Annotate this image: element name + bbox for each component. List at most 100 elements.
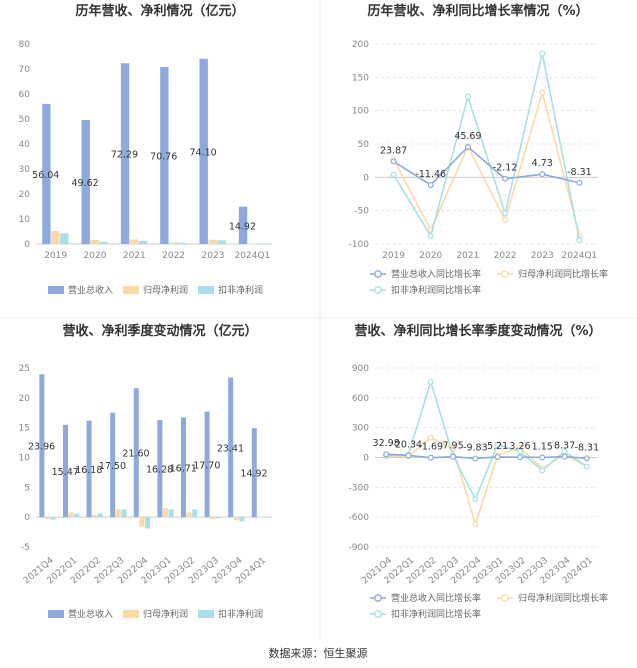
quarterly-revenue-profit-chart-legend-swatch xyxy=(123,610,139,618)
annual-revenue-profit-chart-bar-net-profit xyxy=(51,231,60,244)
annual-growth-rate-chart: 历年营收、净利同比增长率情况（%） -100 -50 0 50 100 150 200 2019… xyxy=(349,3,608,296)
quarterly-growth-rate-chart-point xyxy=(472,521,479,528)
annual-growth-rate-chart-x-tick-label: 2019 xyxy=(382,251,405,261)
quarterly-revenue-profit-chart-bar-net-profit xyxy=(257,516,263,518)
annual-growth-rate-chart-data-label: 45.69 xyxy=(454,131,481,142)
quarterly-revenue-profit-chart-bar-revenue xyxy=(86,420,92,518)
annual-revenue-profit-chart-y-tick-label: 20 xyxy=(19,190,31,200)
quarterly-revenue-profit-chart: 营收、净利季度变动情况（亿元）-505101520252021Q42022Q12… xyxy=(19,323,272,620)
quarterly-growth-rate-chart-point xyxy=(472,455,479,462)
quarterly-growth-rate-chart-data-label: 8.37 xyxy=(554,441,575,452)
quarterly-growth-rate-chart-title: 营收、净利同比增长率季度变动情况（%） xyxy=(354,323,601,339)
quarterly-revenue-profit-chart-legend-swatch xyxy=(48,610,64,618)
annual-revenue-profit-chart-x-tick-label: 2024Q1 xyxy=(234,251,270,261)
annual-revenue-profit-chart-x-tick-label: 2023 xyxy=(202,251,225,261)
quarterly-growth-rate-chart-point xyxy=(516,454,523,461)
annual-growth-rate-chart-legend-swatch-marker xyxy=(374,270,382,278)
annual-growth-rate-chart-legend-swatch-marker xyxy=(374,286,382,294)
annual-revenue-profit-chart-data-label: 14.92 xyxy=(229,221,256,232)
quarterly-revenue-profit-chart-bar-revenue xyxy=(251,428,257,518)
quarterly-revenue-profit-chart-bar-deducted-profit xyxy=(239,517,245,522)
quarterly-growth-rate-chart: 营收、净利同比增长率季度变动情况（%） -900 -600 -300 0 300 600 90… xyxy=(349,323,608,620)
annual-growth-rate-chart-point xyxy=(539,89,546,96)
quarterly-revenue-profit-chart-y-tick-label: 5 xyxy=(24,483,30,493)
annual-revenue-profit-chart-x-tick-label: 2022 xyxy=(162,251,185,261)
annual-revenue-profit-chart: 历年营收、净利情况（亿元） 0 10 20 30 40 50 60 70 80 2019 2020 20… xyxy=(19,3,272,296)
quarterly-growth-rate-chart-point xyxy=(405,452,412,459)
annual-revenue-profit-chart-bar-revenue xyxy=(238,206,248,244)
quarterly-revenue-profit-chart-data-label: 17.50 xyxy=(99,461,126,472)
quarterly-revenue-profit-chart-bar-net-profit xyxy=(139,517,145,527)
annual-growth-rate-chart-y-tick-label: -100 xyxy=(349,240,370,250)
quarterly-growth-rate-chart-data-label: -9.83 xyxy=(463,442,488,453)
quarterly-growth-rate-chart-legend-swatch-marker xyxy=(374,594,382,602)
quarterly-growth-rate-chart-point xyxy=(450,453,457,460)
annual-growth-rate-chart-data-label: -8.31 xyxy=(567,167,592,178)
quarterly-revenue-profit-chart-data-label: 23.96 xyxy=(28,442,55,453)
quarterly-revenue-profit-chart-bar-deducted-profit xyxy=(121,509,127,518)
annual-revenue-profit-chart-bar-revenue xyxy=(42,103,51,245)
quarterly-growth-rate-chart-data-label: -1.69 xyxy=(418,442,443,453)
quarterly-growth-rate-chart-legend-label: 扣非净利润同比增长率 xyxy=(391,608,481,620)
quarterly-revenue-profit-chart-bar-revenue xyxy=(62,424,68,518)
quarterly-revenue-profit-chart-bar-revenue xyxy=(157,420,163,518)
annual-revenue-profit-chart-y-tick-label: 30 xyxy=(19,165,31,175)
quarterly-growth-rate-chart-data-label: 3.26 xyxy=(509,441,530,452)
quarterly-growth-rate-chart-data-label: 32.98 xyxy=(373,438,400,449)
annual-revenue-profit-chart-bar-net-profit xyxy=(90,240,99,244)
annual-growth-rate-chart-legend-label: 扣非净利润同比增长率 xyxy=(391,284,481,296)
annual-revenue-profit-chart-title: 历年营收、净利情况（亿元） xyxy=(75,3,244,19)
quarterly-growth-rate-chart-y-tick-label: 600 xyxy=(352,394,369,404)
quarterly-revenue-profit-chart-bar-revenue xyxy=(204,411,210,518)
quarterly-revenue-profit-chart-bar-revenue xyxy=(228,377,234,518)
quarterly-growth-rate-chart-point xyxy=(583,455,590,462)
quarterly-growth-rate-chart-series-line-2 xyxy=(386,379,588,502)
annual-revenue-profit-chart-data-label: 74.10 xyxy=(189,147,216,158)
quarterly-revenue-profit-chart-data-label: 23.41 xyxy=(217,443,244,454)
annual-growth-rate-chart-y-tick-label: -50 xyxy=(354,207,369,217)
annual-revenue-profit-chart-x-tick-label: 2020 xyxy=(84,251,107,261)
annual-revenue-profit-chart-bar-deducted-profit xyxy=(256,243,266,245)
annual-growth-rate-chart-point xyxy=(427,181,434,188)
quarterly-revenue-profit-chart-data-label: 16.18 xyxy=(75,465,102,476)
quarterly-growth-rate-chart-data-label: -8.31 xyxy=(575,442,600,453)
annual-growth-rate-chart-series-line-2 xyxy=(392,53,581,241)
annual-revenue-profit-chart-data-label: 49.62 xyxy=(71,178,98,189)
quarterly-growth-rate-chart-point xyxy=(494,453,501,460)
quarterly-revenue-profit-chart-bar-net-profit xyxy=(162,508,169,518)
quarterly-growth-rate-chart-point xyxy=(539,454,546,461)
quarterly-revenue-profit-chart-y-tick-label: 0 xyxy=(24,513,30,523)
annual-growth-rate-chart-x-tick-label: 2020 xyxy=(419,251,442,261)
quarterly-growth-rate-chart-y-tick-label: 0 xyxy=(363,454,369,464)
annual-revenue-profit-chart-legend-label: 扣非净利润 xyxy=(218,284,263,296)
annual-growth-rate-chart-x-tick-label: 2024Q1 xyxy=(562,251,598,261)
annual-growth-rate-chart-point xyxy=(390,158,397,165)
annual-revenue-profit-chart-bar-net-profit xyxy=(169,242,178,244)
annual-revenue-profit-chart-x-tick-label: 2019 xyxy=(44,251,67,261)
quarterly-growth-rate-chart-legend-swatch-marker xyxy=(374,610,382,618)
quarterly-revenue-profit-chart-legend-label: 营业总收入 xyxy=(68,608,113,620)
quarterly-growth-rate-chart-point xyxy=(472,496,479,503)
annual-revenue-profit-chart-x-tick-label: 2021 xyxy=(123,251,146,261)
quarterly-growth-rate-chart-data-label: 7.95 xyxy=(442,441,463,452)
quarterly-growth-rate-chart-point xyxy=(427,378,434,385)
quarterly-revenue-profit-chart-bar-deducted-profit xyxy=(145,517,151,529)
annual-growth-rate-chart-point xyxy=(427,233,434,240)
annual-growth-rate-chart-legend-swatch-marker xyxy=(501,270,509,278)
annual-growth-rate-chart-y-tick-label: 0 xyxy=(363,173,369,183)
annual-revenue-profit-chart-y-tick-label: 10 xyxy=(19,215,31,225)
annual-growth-rate-chart-point xyxy=(464,143,471,150)
annual-revenue-profit-chart-bar-deducted-profit xyxy=(60,233,69,244)
annual-growth-rate-chart-x-tick-label: 2023 xyxy=(531,251,554,261)
annual-revenue-profit-chart-data-label: 70.76 xyxy=(150,152,177,163)
quarterly-revenue-profit-chart-data-label: 15.47 xyxy=(52,467,79,478)
quarterly-revenue-profit-chart-y-tick-label: 10 xyxy=(19,454,31,464)
quarterly-revenue-profit-chart-bar-net-profit xyxy=(92,514,98,518)
quarterly-revenue-profit-chart-y-tick-label: 15 xyxy=(19,424,30,434)
annual-growth-rate-chart-point xyxy=(576,237,583,244)
annual-growth-rate-chart-y-tick-label: 50 xyxy=(358,140,370,150)
quarterly-revenue-profit-chart-bar-net-profit xyxy=(44,517,51,519)
annual-revenue-profit-chart-legend-swatch xyxy=(48,286,64,294)
quarterly-revenue-profit-chart-bar-net-profit xyxy=(186,512,192,518)
annual-revenue-profit-chart-legend-swatch xyxy=(198,286,214,294)
